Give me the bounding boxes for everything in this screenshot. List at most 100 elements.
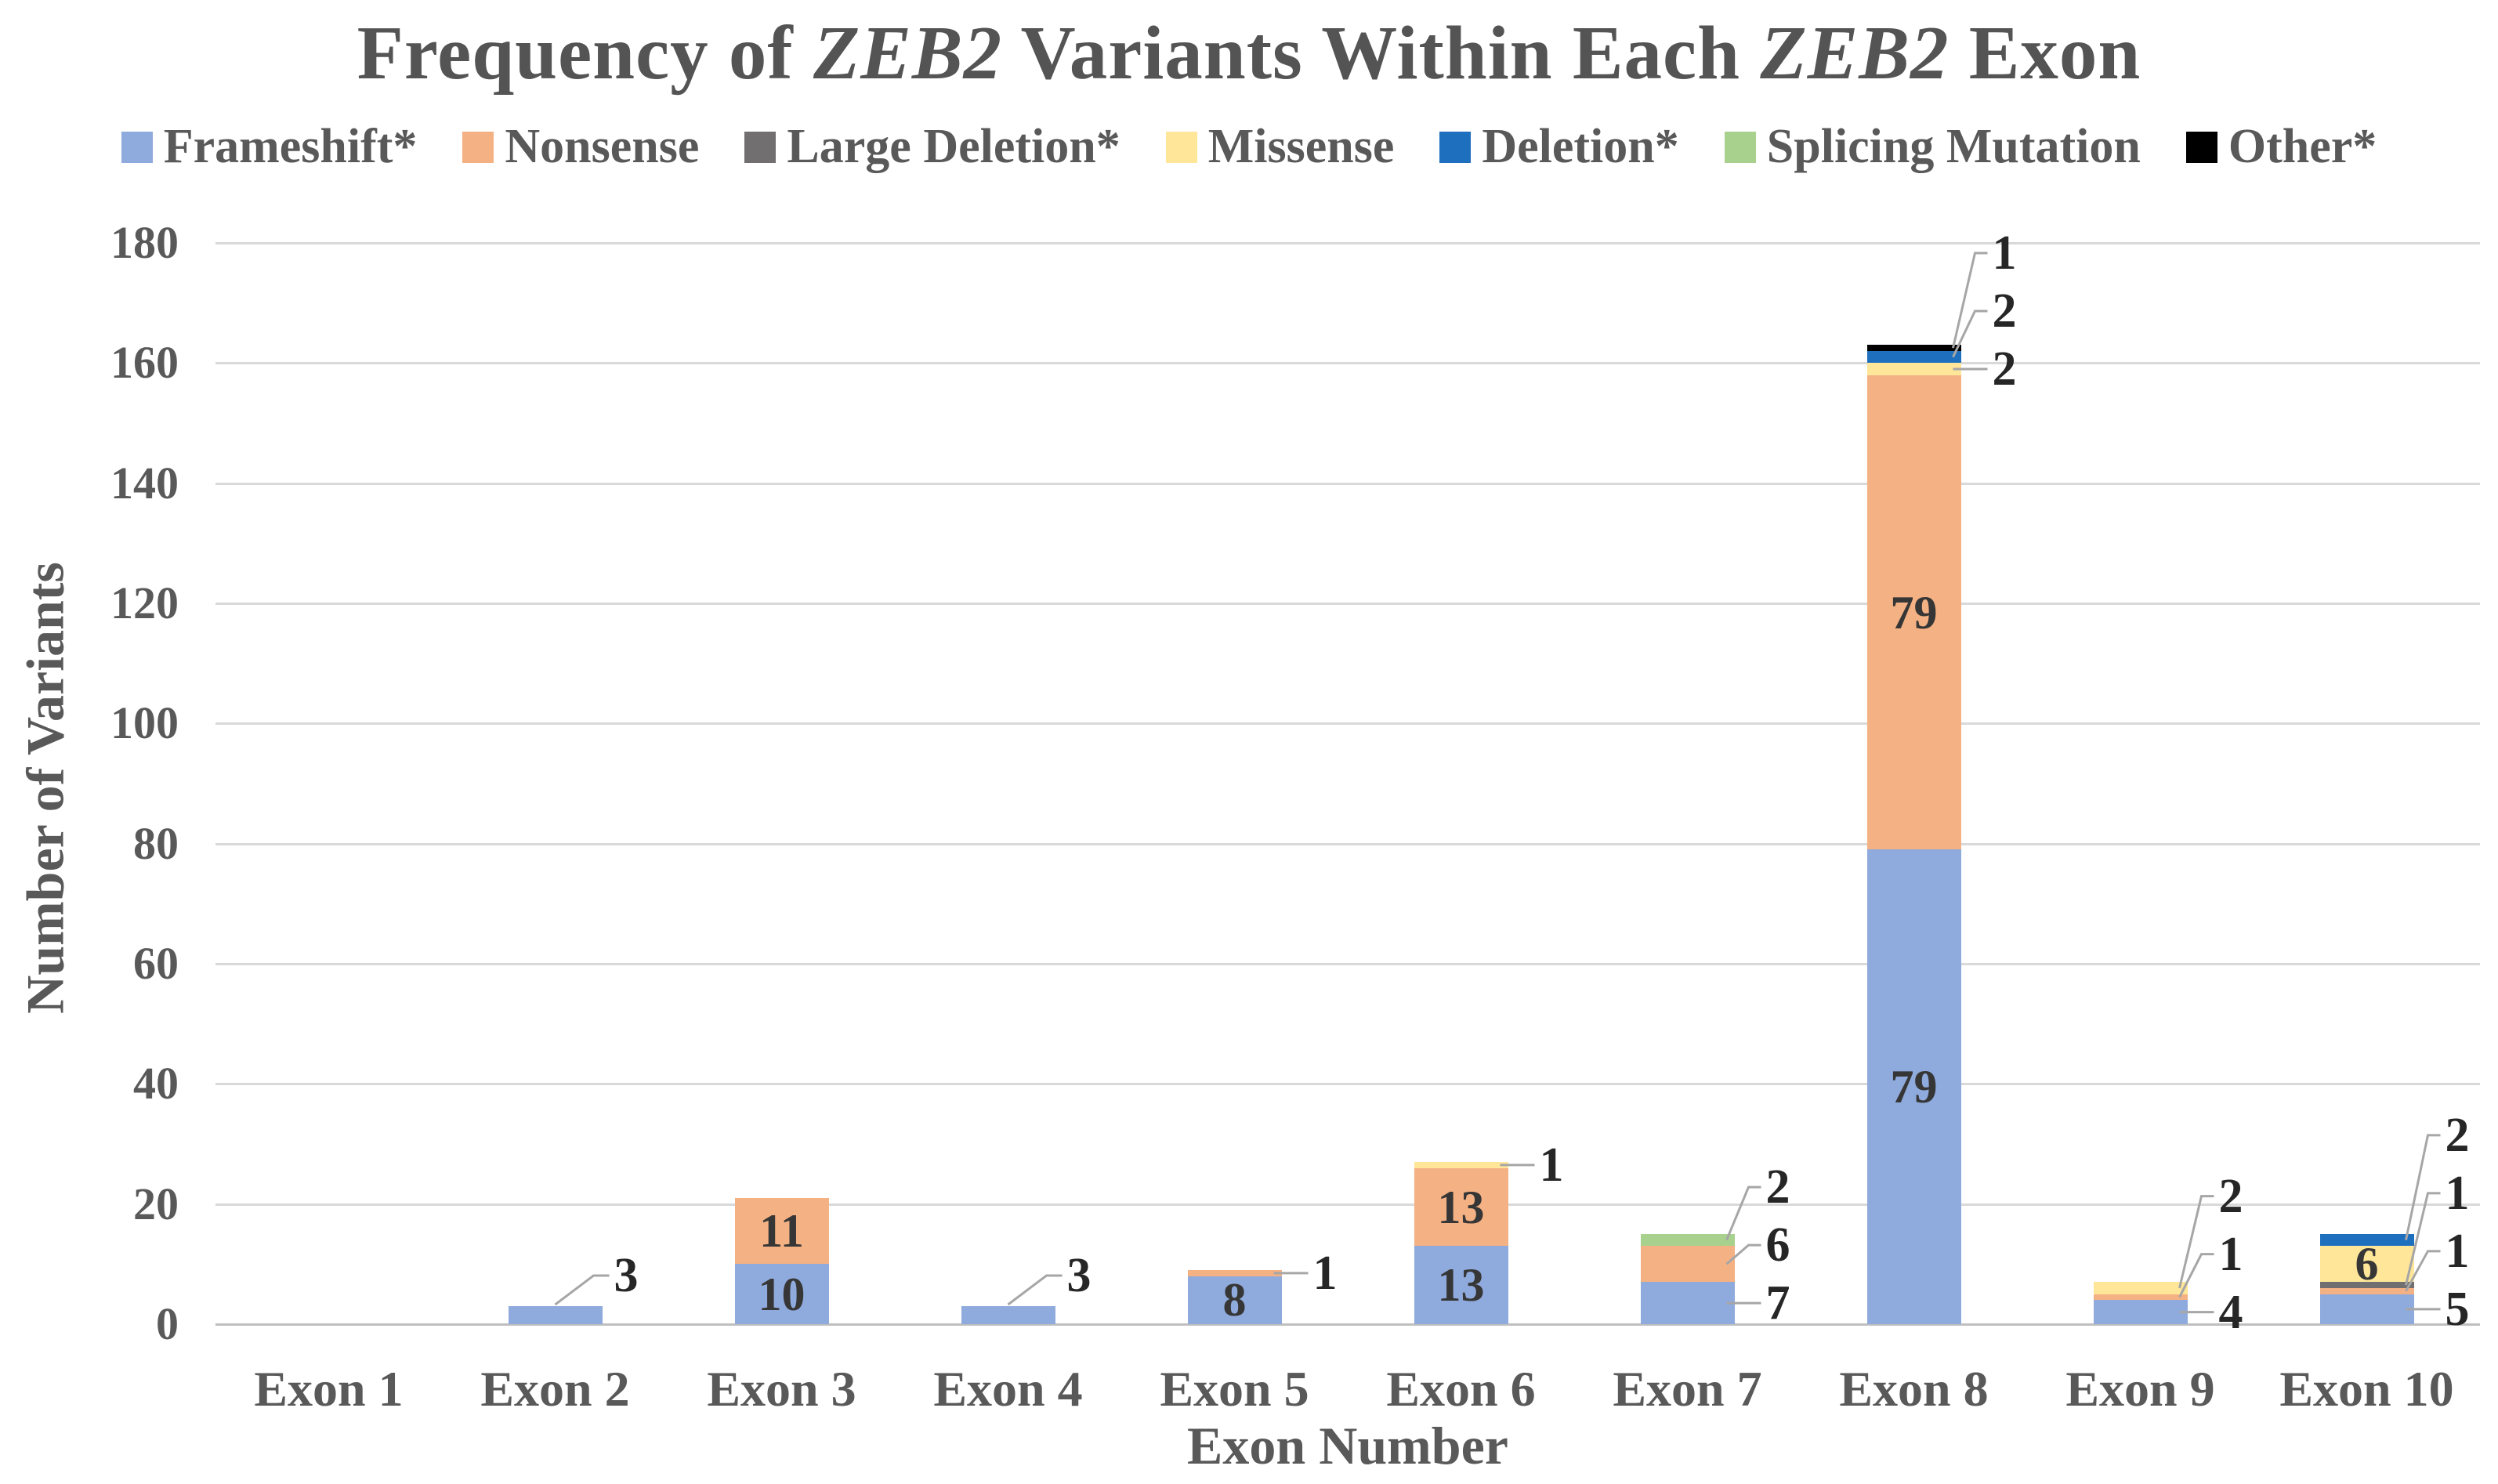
bar-segment [1187,1276,1282,1324]
callout-label: 2 [1992,284,2017,338]
bar-segment [2093,1300,2188,1324]
bar-segment [1414,1162,1508,1168]
bar-segment [2319,1282,2414,1288]
bar-label-inside: 6 [2355,1238,2379,1290]
legend-item-splicing-mutation: Splicing Mutation [1724,119,2141,175]
bar-segment [1866,375,1961,850]
y-tick-label: 0 [156,1298,179,1349]
y-tick-label: 60 [133,938,179,989]
gridline [215,963,2480,965]
bar-segment [2319,1234,2414,1247]
legend-label: Frameshift* [163,120,418,173]
x-tick-label: Exon 7 [1613,1361,1762,1417]
x-tick-label: Exon 1 [254,1361,404,1417]
x-tick-label: Exon 9 [2065,1361,2215,1417]
callout-label: 1 [2218,1227,2243,1281]
callout-label: 5 [2445,1282,2470,1336]
title-text: Frequency of [357,11,813,95]
bar-segment [2093,1294,2188,1301]
legend-swatch [744,131,777,163]
y-tick-label: 20 [133,1178,179,1229]
bar-segment [1866,351,1961,364]
legend-label: Missense [1207,120,1395,173]
legend-label: Deletion* [1482,120,1679,173]
y-tick-label: 180 [110,217,179,268]
y-tick-label: 120 [110,577,179,628]
bar-segment [1866,849,1961,1324]
leader-line [1007,1274,1063,1306]
callout-label: 2 [1765,1160,1790,1214]
legend-swatch [1724,131,1756,163]
callout-label: 3 [614,1249,639,1302]
y-tick-label: 80 [133,817,179,869]
legend: Frameshift* Nonsense Large Deletion* Missen… [0,119,2498,175]
bar-segment [1866,363,1961,375]
legend-swatch [462,131,494,163]
legend-item-frameshift: Frameshift* [121,119,418,175]
bar-label-inside: 79 [1890,1061,1938,1113]
legend-swatch [1439,131,1472,163]
x-tick-label: Exon 5 [1160,1361,1309,1417]
bar-segment [1640,1282,1735,1324]
bar-segment [1187,1270,1282,1276]
legend-label: Splicing Mutation [1766,120,2141,173]
legend-item-large-deletion: Large Deletion* [744,119,1120,175]
title-text: Variants Within Each [1002,11,1761,95]
bar-segment [1414,1246,1508,1324]
gridline [215,722,2480,726]
legend-label: Large Deletion* [787,120,1120,173]
bar-segment [1640,1234,1735,1247]
title-gene-name: ZEB2 [1760,11,1950,95]
legend-swatch [2185,131,2217,163]
legend-item-other: Other* [2185,119,2377,175]
bar-label-inside: 13 [1437,1259,1485,1312]
bar-segment [2319,1294,2414,1324]
x-tick-label: Exon 6 [1386,1361,1536,1417]
legend-label: Other* [2228,120,2377,173]
x-tick-label: Exon 10 [2279,1361,2454,1417]
legend-swatch [121,131,153,163]
x-tick-label: Exon 3 [707,1361,856,1417]
legend-item-deletion: Deletion* [1439,119,1679,175]
leader-line [1725,1185,1761,1241]
title-gene-name: ZEB2 [813,11,1003,95]
callout-label: 7 [1765,1276,1790,1330]
gridline [215,842,2480,845]
legend-item-nonsense: Nonsense [462,119,699,175]
gridline [215,482,2480,485]
gridline [215,242,2480,244]
y-tick-label: 160 [110,337,179,389]
legend-label: Nonsense [505,120,700,173]
callout-label: 1 [2445,1166,2470,1220]
bar-label-inside: 13 [1437,1181,1485,1233]
bar-segment [1414,1167,1508,1247]
bar-segment [2319,1246,2414,1283]
bar-segment [734,1198,829,1265]
bar-segment [734,1264,829,1324]
legend-swatch [1165,131,1197,163]
callout-label: 4 [2218,1285,2243,1339]
leader-line [1952,252,1988,349]
bar-label-inside: 11 [759,1205,804,1258]
y-tick-label: 40 [133,1058,179,1109]
bar-segment [508,1306,603,1324]
x-tick-label: Exon 2 [480,1361,630,1417]
x-axis-title: Exon Number [1187,1416,1508,1475]
bar-label-inside: 79 [1890,586,1938,639]
leader-line [2178,1195,2214,1289]
leader-line [2405,1134,2441,1240]
bar-segment [2093,1282,2188,1294]
bar-segment [2319,1288,2414,1294]
callout-label: 3 [1066,1249,1092,1302]
callout-label: 1 [1312,1246,1338,1300]
callout-label: 2 [2445,1108,2470,1162]
legend-item-missense: Missense [1165,119,1395,175]
bar-segment [961,1306,1055,1324]
x-axis-line [215,1323,2480,1326]
callout-label: 6 [1765,1218,1790,1272]
title-text: Exon [1949,11,2141,95]
gridline [215,362,2480,365]
x-tick-label: Exon 4 [933,1361,1083,1417]
